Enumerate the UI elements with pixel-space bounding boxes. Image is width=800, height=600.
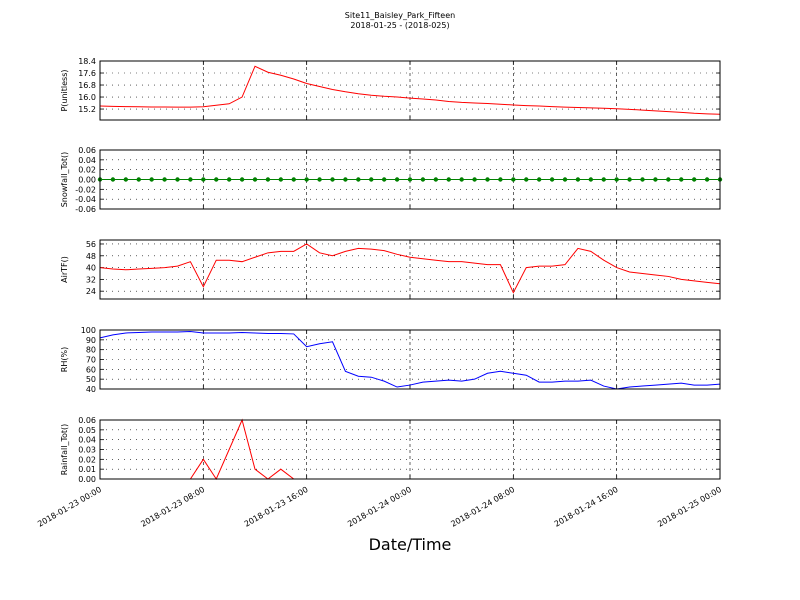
y-tick-label: 50 <box>86 375 96 384</box>
y-tick-label: 17.6 <box>78 69 96 78</box>
plot-frame <box>99 239 721 300</box>
data-point <box>524 177 529 182</box>
y-tick-label: 0.06 <box>78 416 96 425</box>
y-tick-label: 15.2 <box>78 105 96 114</box>
data-point <box>226 177 232 182</box>
data-point <box>640 177 645 182</box>
y-tick-label: 0.00 <box>78 176 96 185</box>
data-point <box>601 177 606 182</box>
y-tick-label: 80 <box>86 346 96 355</box>
data-point <box>304 177 309 182</box>
y-tick-label: -0.02 <box>75 185 96 194</box>
data-point <box>679 177 684 182</box>
y-tick-label: 0.04 <box>78 436 96 445</box>
data-point <box>356 177 361 182</box>
y-tick-label: 40 <box>86 385 96 394</box>
data-point <box>704 177 710 182</box>
data-point <box>278 177 284 182</box>
data-point <box>369 177 374 182</box>
data-point <box>381 177 387 182</box>
plot-frame <box>99 419 721 480</box>
data-point <box>536 177 542 182</box>
data-point <box>459 177 464 182</box>
data-point <box>239 177 245 182</box>
y-tick-label: 18.4 <box>78 57 96 66</box>
data-point <box>666 177 671 182</box>
y-tick-label: 0.00 <box>78 475 96 484</box>
data-point <box>691 177 697 182</box>
data-point <box>653 177 658 182</box>
y-tick-label: 32 <box>86 275 96 284</box>
y-axis-label: Rainfall_Tot() <box>60 424 69 476</box>
chart-subtitle: 2018-01-25 - (2018-025) <box>350 21 449 30</box>
y-axis-label: Snowfall_Tot() <box>60 152 69 208</box>
data-point <box>123 177 129 182</box>
data-point <box>575 177 581 182</box>
data-point <box>549 177 555 182</box>
data-point <box>420 177 426 182</box>
x-axis-label: Date/Time <box>369 535 452 554</box>
y-tick-label: 100 <box>81 326 96 335</box>
y-axis-label: AirTF() <box>60 256 69 283</box>
data-point <box>162 177 167 182</box>
y-axis-label: P(unitless) <box>60 69 69 111</box>
data-point <box>291 177 296 182</box>
data-point <box>446 177 451 182</box>
y-tick-label: 0.05 <box>78 426 96 435</box>
data-point <box>265 177 271 182</box>
y-tick-label: 70 <box>86 356 96 365</box>
data-point <box>614 177 619 182</box>
data-point <box>110 177 116 182</box>
chart-title: Site11_Baisley_Park_Fifteen <box>345 11 455 20</box>
y-tick-label: 90 <box>86 336 96 345</box>
data-point <box>588 177 594 182</box>
data-point <box>394 177 400 182</box>
data-line <box>99 243 721 294</box>
data-point <box>343 177 348 182</box>
data-point <box>252 177 258 182</box>
y-tick-label: 48 <box>86 252 96 261</box>
data-point <box>562 177 568 182</box>
plot-frame <box>99 329 721 390</box>
y-tick-label: 16.0 <box>78 93 96 102</box>
y-tick-label: 40 <box>86 264 96 273</box>
y-tick-label: 0.03 <box>78 446 96 455</box>
data-point <box>498 177 503 182</box>
data-point <box>485 177 490 182</box>
data-point <box>627 177 632 182</box>
data-point <box>330 177 335 182</box>
y-tick-label: 16.8 <box>78 81 96 90</box>
y-tick-label: 0.02 <box>78 455 96 464</box>
data-point <box>188 177 193 182</box>
y-tick-label: 0.06 <box>78 146 96 155</box>
y-tick-label: 60 <box>86 365 96 374</box>
y-tick-label: -0.04 <box>75 195 96 204</box>
data-point <box>214 177 219 182</box>
y-tick-label: 0.01 <box>78 465 96 474</box>
data-line <box>99 65 721 115</box>
data-point <box>433 177 439 182</box>
data-point <box>136 177 141 182</box>
plot-frame <box>99 149 721 210</box>
y-tick-label: 24 <box>86 287 96 296</box>
data-point <box>317 177 322 182</box>
plot-frame <box>99 60 721 121</box>
data-point <box>201 177 206 182</box>
data-point <box>511 177 516 182</box>
y-tick-label: 0.04 <box>78 156 96 165</box>
data-point <box>175 177 180 182</box>
y-tick-label: 0.02 <box>78 166 96 175</box>
data-point <box>472 177 477 182</box>
y-tick-label: -0.06 <box>75 205 96 214</box>
data-point <box>407 177 413 182</box>
data-point <box>149 177 154 182</box>
y-axis-label: RH(%) <box>60 347 69 372</box>
y-tick-label: 56 <box>86 240 96 249</box>
